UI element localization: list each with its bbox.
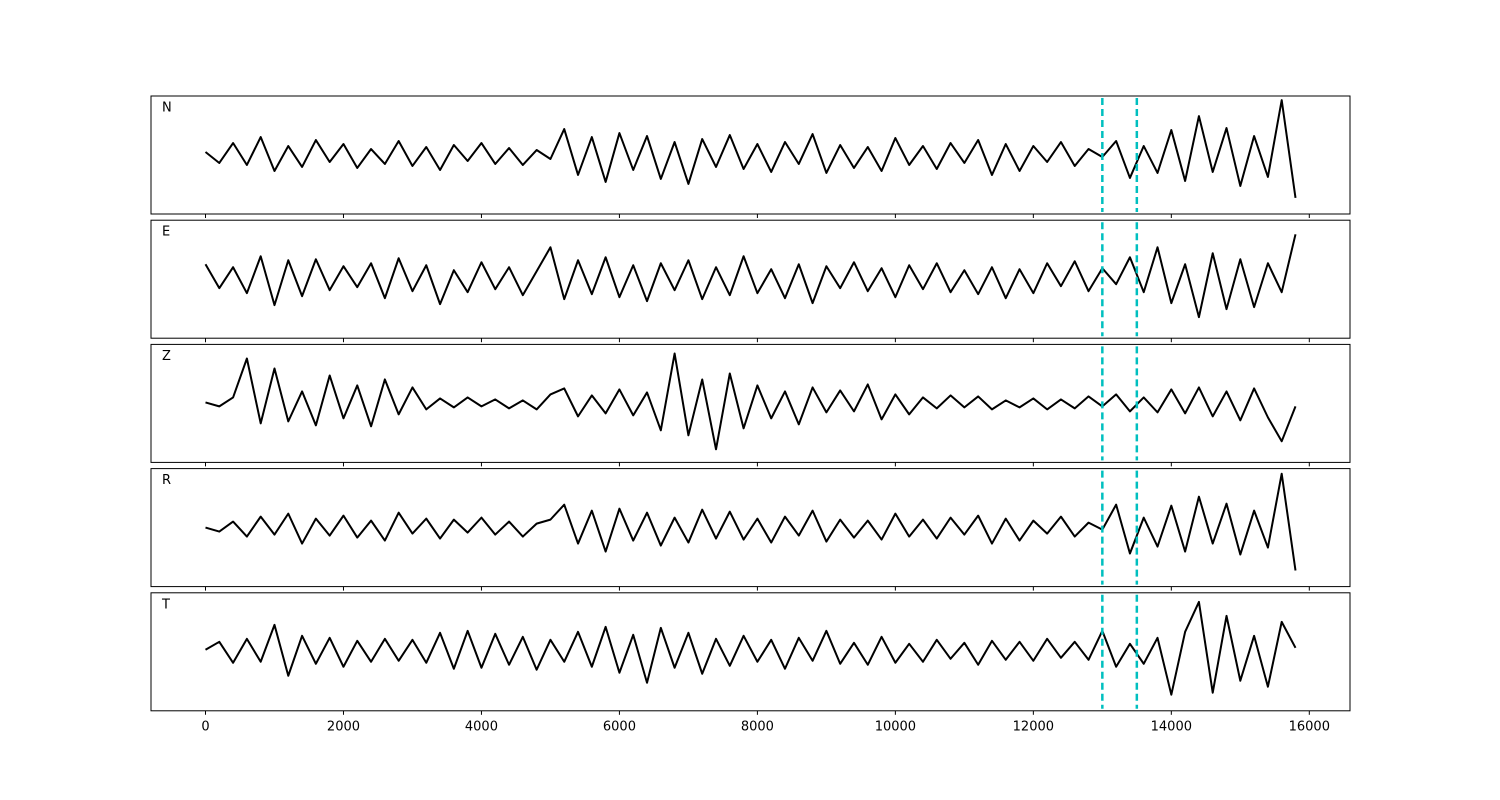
panel-frame xyxy=(150,95,1351,215)
panel-frame xyxy=(150,592,1351,712)
panel-frame xyxy=(150,219,1351,339)
x-tick-label: 10000 xyxy=(875,719,916,734)
x-tick-label: 2000 xyxy=(327,719,360,734)
panel-label: T xyxy=(161,597,170,612)
x-tick-label: 6000 xyxy=(603,719,636,734)
x-tick-label: 14000 xyxy=(1151,719,1192,734)
waveform xyxy=(204,234,1297,319)
waveform xyxy=(205,352,1297,451)
panel-label: R xyxy=(162,473,171,488)
panel-label: N xyxy=(162,101,172,116)
panel-frame xyxy=(150,343,1351,463)
x-tick-label: 0 xyxy=(201,719,209,734)
waveform xyxy=(204,99,1297,199)
x-tick-label: 16000 xyxy=(1289,719,1330,734)
waveform xyxy=(204,600,1297,696)
panel-frame xyxy=(150,468,1351,588)
x-tick-label: 12000 xyxy=(1013,719,1054,734)
x-tick-label: 8000 xyxy=(741,719,774,734)
panel-label: E xyxy=(162,225,170,240)
x-tick-label: 4000 xyxy=(465,719,498,734)
waveform xyxy=(205,472,1297,571)
panel-label: Z xyxy=(162,349,171,364)
